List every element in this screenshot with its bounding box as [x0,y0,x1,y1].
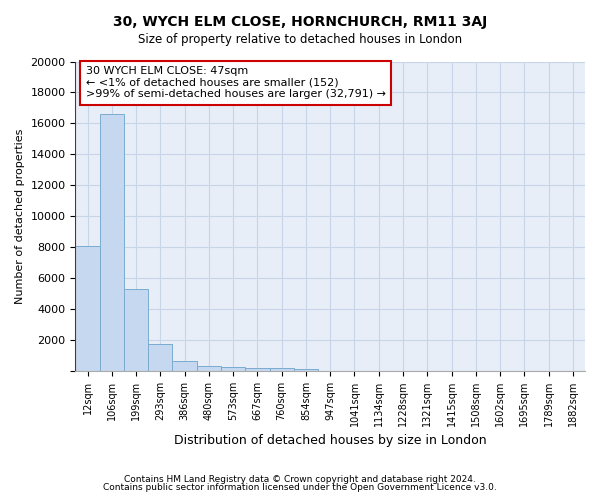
Text: Contains public sector information licensed under the Open Government Licence v3: Contains public sector information licen… [103,484,497,492]
Bar [76,246,100,371]
Text: 30 WYCH ELM CLOSE: 47sqm
← <1% of detached houses are smaller (152)
>99% of semi: 30 WYCH ELM CLOSE: 47sqm ← <1% of detach… [86,66,386,100]
X-axis label: Distribution of detached houses by size in London: Distribution of detached houses by size … [174,434,487,448]
Bar [124,289,148,371]
Text: 30, WYCH ELM CLOSE, HORNCHURCH, RM11 3AJ: 30, WYCH ELM CLOSE, HORNCHURCH, RM11 3AJ [113,15,487,29]
Text: Size of property relative to detached houses in London: Size of property relative to detached ho… [138,32,462,46]
Bar [294,369,318,371]
Bar [100,114,124,371]
Text: Contains HM Land Registry data © Crown copyright and database right 2024.: Contains HM Land Registry data © Crown c… [124,475,476,484]
Bar [245,368,269,371]
Y-axis label: Number of detached properties: Number of detached properties [15,128,25,304]
Bar [221,368,245,371]
Bar [197,366,221,371]
Bar [148,344,172,371]
Bar [172,361,197,371]
Bar [269,368,294,371]
